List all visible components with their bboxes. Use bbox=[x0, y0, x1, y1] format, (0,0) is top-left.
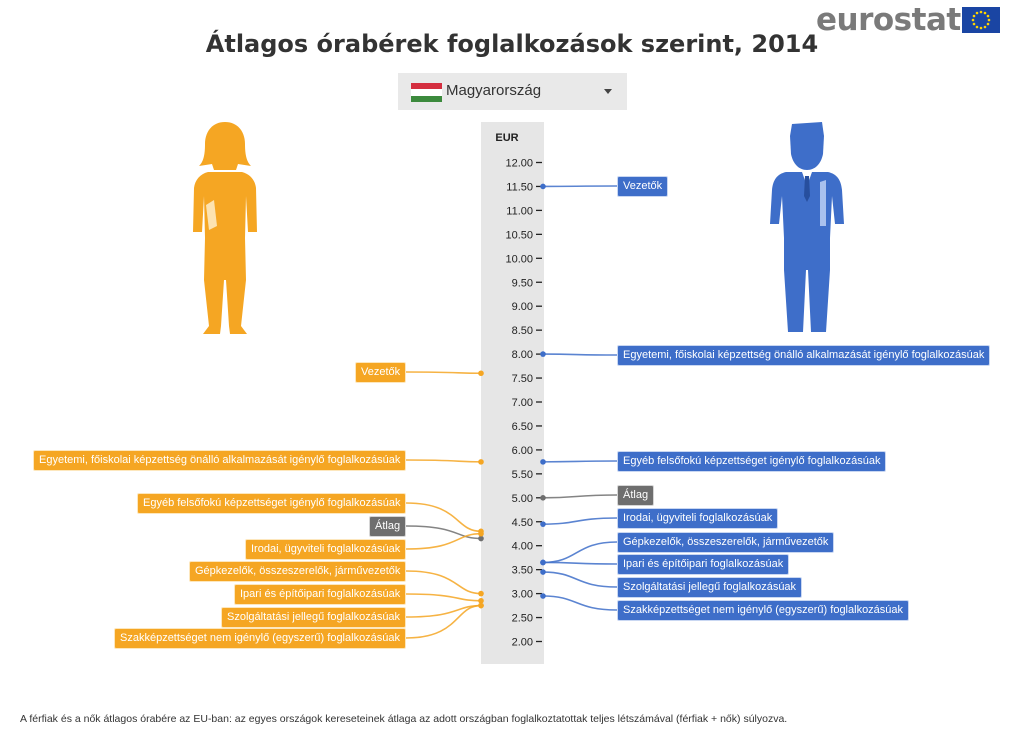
axis-tick-label: 10.50 bbox=[505, 229, 533, 241]
women-data-point bbox=[478, 370, 484, 377]
footnote: A férfiak és a nők átlagos órabére az EU… bbox=[20, 713, 788, 725]
women-data-point bbox=[478, 459, 484, 465]
women-connector bbox=[405, 371, 482, 375]
axis-unit-label: EUR bbox=[495, 132, 518, 144]
hungary-flag-icon bbox=[411, 83, 442, 102]
axis-tick-label: 2.00 bbox=[512, 637, 533, 649]
men-data-point bbox=[540, 495, 546, 501]
women-category-label[interactable]: Egyéb felsőfokú képzettséget igénylő fog… bbox=[137, 493, 407, 514]
man-figure-icon bbox=[770, 122, 844, 332]
women-category-label[interactable]: Egyetemi, főiskolai képzettség önálló al… bbox=[33, 450, 407, 471]
men-category-label[interactable]: Egyetemi, főiskolai képzettség önálló al… bbox=[617, 345, 991, 366]
men-data-point bbox=[540, 593, 546, 599]
women-connector bbox=[405, 532, 482, 550]
axis-tick-label: 5.00 bbox=[512, 493, 533, 505]
women-data-point bbox=[478, 602, 484, 609]
axis-tick-label: 7.00 bbox=[512, 397, 533, 409]
women-data-point bbox=[478, 535, 484, 542]
men-category-label[interactable]: Vezetők bbox=[617, 176, 669, 197]
axis-tick-label: 12.00 bbox=[505, 158, 533, 170]
axis-tick-label: 11.00 bbox=[506, 205, 533, 217]
women-data-point bbox=[478, 590, 484, 597]
men-data-point bbox=[540, 459, 546, 465]
women-data-point bbox=[478, 597, 484, 604]
country-select[interactable]: Magyarország bbox=[398, 73, 627, 110]
men-connector bbox=[542, 517, 618, 525]
axis-tick-label: 4.00 bbox=[512, 541, 533, 553]
men-category-label[interactable]: Átlag bbox=[617, 485, 655, 506]
women-connector bbox=[405, 525, 482, 540]
country-select-value: Magyarország bbox=[446, 82, 542, 99]
men-connector bbox=[542, 595, 618, 611]
men-connector bbox=[542, 353, 618, 356]
axis-tick-label: 8.00 bbox=[512, 349, 533, 361]
axis-tick-label: 11.50 bbox=[506, 181, 533, 193]
axis-tick-label: 10.00 bbox=[505, 253, 533, 265]
eu-flag-icon bbox=[962, 7, 1000, 33]
women-connector bbox=[405, 604, 482, 618]
men-category-label[interactable]: Irodai, ügyviteli foglalkozásúak bbox=[617, 508, 779, 529]
men-connector bbox=[542, 571, 618, 588]
women-category-label[interactable]: Ipari és építőipari foglalkozásúak bbox=[234, 584, 407, 605]
men-connector bbox=[542, 541, 618, 564]
axis-tick-label: 2.50 bbox=[512, 613, 533, 625]
axis-tick-label: 3.50 bbox=[512, 565, 533, 577]
axis-band bbox=[481, 122, 544, 664]
axis-tick-label: 8.50 bbox=[512, 325, 533, 337]
women-data-point bbox=[478, 530, 484, 537]
men-data-point bbox=[540, 183, 546, 190]
axis-tick-label: 5.50 bbox=[512, 469, 533, 481]
women-connector bbox=[405, 459, 482, 463]
flag-stripe-white bbox=[411, 89, 442, 96]
axis-tick-label: 9.50 bbox=[512, 277, 533, 289]
men-connector bbox=[542, 460, 618, 463]
women-category-label[interactable]: Irodai, ügyviteli foglalkozásúak bbox=[245, 539, 407, 560]
axis-tick-label: 9.00 bbox=[512, 301, 533, 313]
chevron-down-icon bbox=[604, 89, 612, 94]
women-connector bbox=[405, 502, 482, 533]
axis-tick-label: 6.50 bbox=[512, 421, 533, 433]
women-category-label[interactable]: Vezetők bbox=[355, 362, 407, 383]
women-connector bbox=[405, 570, 482, 595]
men-category-label[interactable]: Ipari és építőipari foglalkozásúak bbox=[617, 554, 790, 575]
men-category-label[interactable]: Szakképzettséget nem igénylő (egyszerű) … bbox=[617, 600, 910, 621]
women-category-label[interactable]: Szolgáltatási jellegű foglalkozásúak bbox=[221, 607, 407, 628]
axis-tick-label: 7.50 bbox=[512, 373, 533, 385]
axis-tick-label: 6.00 bbox=[512, 445, 533, 457]
men-data-point bbox=[540, 569, 546, 575]
men-category-label[interactable]: Szolgáltatási jellegű foglalkozásúak bbox=[617, 577, 803, 598]
men-connector bbox=[542, 494, 618, 499]
women-connector bbox=[405, 593, 482, 602]
logo-text: eurostat bbox=[816, 2, 961, 38]
men-connector bbox=[542, 561, 618, 565]
men-data-point bbox=[540, 559, 546, 566]
women-connector bbox=[405, 604, 482, 639]
men-data-point bbox=[540, 351, 546, 357]
women-category-label[interactable]: Gépkezelők, összeszerelők, járművezetők bbox=[189, 561, 407, 582]
men-category-label[interactable]: Egyéb felsőfokú képzettséget igénylő fog… bbox=[617, 451, 887, 472]
flag-stripe-red bbox=[411, 83, 442, 90]
woman-figure-icon bbox=[193, 122, 257, 334]
women-category-label[interactable]: Szakképzettséget nem igénylő (egyszerű) … bbox=[114, 628, 407, 649]
chart-title: Átlagos órabérek foglalkozások szerint, … bbox=[205, 30, 819, 58]
flag-stripe-green bbox=[411, 95, 442, 102]
women-category-label[interactable]: Átlag bbox=[369, 516, 407, 537]
eurostat-logo: eurostat bbox=[816, 2, 1001, 38]
men-data-point bbox=[540, 521, 546, 527]
men-category-label[interactable]: Gépkezelők, összeszerelők, járművezetők bbox=[617, 532, 835, 553]
axis-tick-label: 3.00 bbox=[512, 589, 533, 601]
axis-tick-label: 4.50 bbox=[512, 517, 533, 529]
